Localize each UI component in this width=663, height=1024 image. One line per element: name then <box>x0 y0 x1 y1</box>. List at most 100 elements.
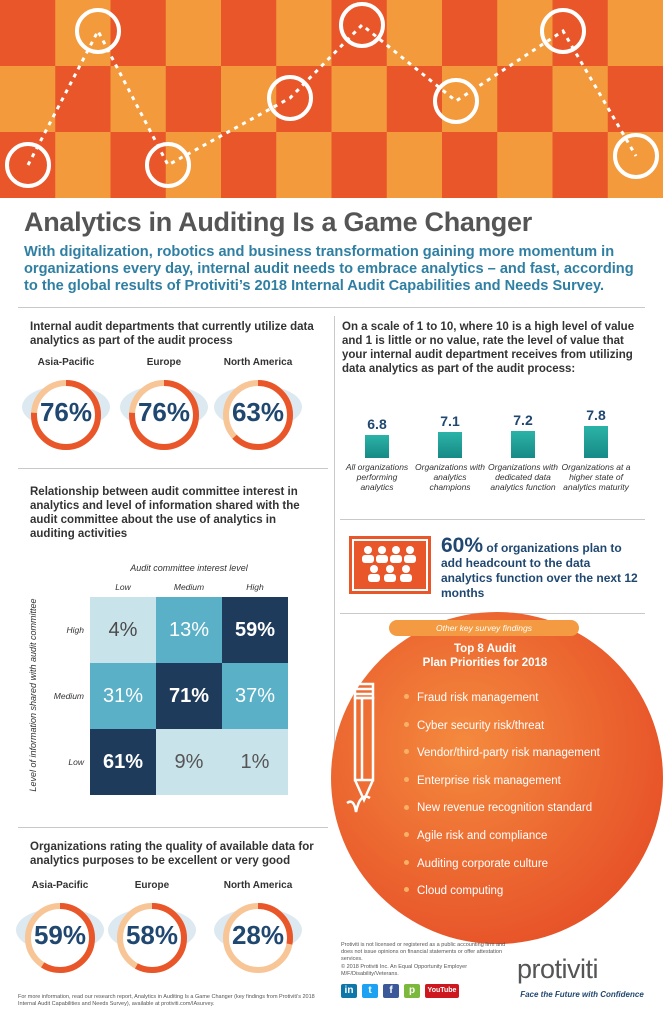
bar-value: 7.1 <box>440 413 460 430</box>
youtube-icon[interactable]: YouTube <box>425 984 459 998</box>
checker-square <box>165 66 222 133</box>
region-label: Europe <box>134 880 170 891</box>
bullet-icon <box>404 749 409 755</box>
protiviti-blog-icon[interactable]: p <box>404 984 420 998</box>
findings-heading-line2: Plan Priorities for 2018 <box>422 657 548 669</box>
finding-label: Fraud risk management <box>417 692 539 704</box>
donut-fill <box>223 380 293 450</box>
checker-square <box>276 0 332 67</box>
matrix-cell: 59% <box>222 597 288 663</box>
donut-value: 76% <box>39 397 93 427</box>
tagline: Face the Future with Confidence <box>520 990 644 999</box>
checker-square <box>552 132 609 198</box>
matrix-cell: 1% <box>222 729 288 795</box>
row-label: Medium <box>53 691 84 701</box>
pencil-icon <box>346 682 375 813</box>
findings-circle <box>331 612 663 944</box>
finding-label: Cyber security risk/threat <box>417 719 545 732</box>
donut-fill <box>117 903 187 973</box>
bar-category: Organizations with analytics champions <box>415 462 485 492</box>
checker-square <box>110 132 167 198</box>
divider <box>18 307 645 308</box>
region-label: Asia-Pacific <box>37 357 95 368</box>
bullet-icon <box>404 887 409 893</box>
checker-square <box>497 66 553 133</box>
divider <box>18 468 328 469</box>
value-question: On a scale of 1 to 10, where 10 is a hig… <box>342 321 635 375</box>
finding-item: Auditing corporate culture <box>404 854 548 872</box>
region-label: Europe <box>146 357 182 368</box>
donut-chart <box>214 380 302 450</box>
matrix-cell: 37% <box>222 663 288 729</box>
checker-banner <box>0 0 663 198</box>
bullet-icon <box>404 777 409 783</box>
finding-item: Fraud risk management <box>404 688 538 706</box>
disclaimer: Protiviti is not licensed or registered … <box>341 942 506 962</box>
checker-square <box>552 66 609 133</box>
finding-item: Cloud computing <box>404 881 503 899</box>
matrix-cell: 9% <box>156 729 222 795</box>
donut-fill <box>25 903 95 973</box>
matrix-cell: 61% <box>90 729 156 795</box>
intro-text: With digitalization, robotics and busine… <box>24 244 634 294</box>
donut-value: 59% <box>33 920 87 950</box>
bar-value: 6.8 <box>367 415 387 432</box>
quality-question: Organizations rating the quality of avai… <box>30 841 314 867</box>
trend-point <box>5 142 51 188</box>
facebook-icon[interactable]: f <box>383 984 399 998</box>
donut-chart <box>214 903 302 973</box>
checker-square <box>276 132 332 198</box>
checker-square <box>442 0 498 67</box>
donut-value: 63% <box>231 397 285 427</box>
page-title: Analytics in Auditing Is a Game Changer <box>24 207 532 237</box>
linkedin-icon[interactable]: in <box>341 984 357 998</box>
trend-point <box>433 78 479 124</box>
checker-square <box>607 0 663 67</box>
checker-square <box>0 66 56 133</box>
divider <box>18 827 328 828</box>
checker-square <box>221 132 277 198</box>
bullet-icon <box>404 694 409 700</box>
bar <box>511 431 535 458</box>
finding-label: Vendor/third-party risk management <box>417 747 600 760</box>
audience-icon <box>349 536 431 594</box>
donut-value: 28% <box>231 920 285 950</box>
bar-category: Organizations at a higher state of analy… <box>561 462 631 492</box>
donut-chart <box>22 380 110 450</box>
findings-heading-line1: Top 8 Audit <box>454 643 516 655</box>
bar <box>438 432 462 458</box>
donut-value: 76% <box>137 397 191 427</box>
checker-square <box>331 132 388 198</box>
checker-square <box>386 0 443 67</box>
checker-square <box>386 132 443 198</box>
trend-point <box>540 8 586 54</box>
utilize-question: Internal audit departments that currentl… <box>30 321 314 347</box>
research-note: For more information, read our research … <box>18 994 315 1007</box>
divider <box>340 519 645 520</box>
trend-point <box>145 142 191 188</box>
donut-chart <box>16 903 104 973</box>
matrix-cell: 71% <box>156 663 222 729</box>
checker-square <box>497 132 553 198</box>
trend-point <box>339 2 385 48</box>
checker-square <box>221 0 277 67</box>
checker-square <box>0 0 56 67</box>
col-axis-title: Audit committee interest level <box>130 563 248 573</box>
headcount-pct: 60% <box>441 534 484 557</box>
region-label: North America <box>223 880 293 891</box>
finding-item: Cyber security risk/threat <box>404 716 544 734</box>
region-label: North America <box>223 357 293 368</box>
twitter-icon[interactable]: t <box>362 984 378 998</box>
row-label: Low <box>68 757 84 767</box>
finding-label: New revenue recognition standard <box>417 802 593 815</box>
donut-fill <box>31 380 101 450</box>
finding-item: Agile risk and compliance <box>404 826 547 844</box>
donut-chart <box>108 903 196 973</box>
checker-square <box>55 66 111 133</box>
bar-category: Organizations with dedicated data analyt… <box>488 462 558 492</box>
divider <box>334 316 335 808</box>
region-label: Asia-Pacific <box>31 880 89 891</box>
col-label: High <box>246 582 264 592</box>
bullet-icon <box>404 804 409 810</box>
headcount-desc: of organizations plan to add headcount t… <box>441 541 638 600</box>
